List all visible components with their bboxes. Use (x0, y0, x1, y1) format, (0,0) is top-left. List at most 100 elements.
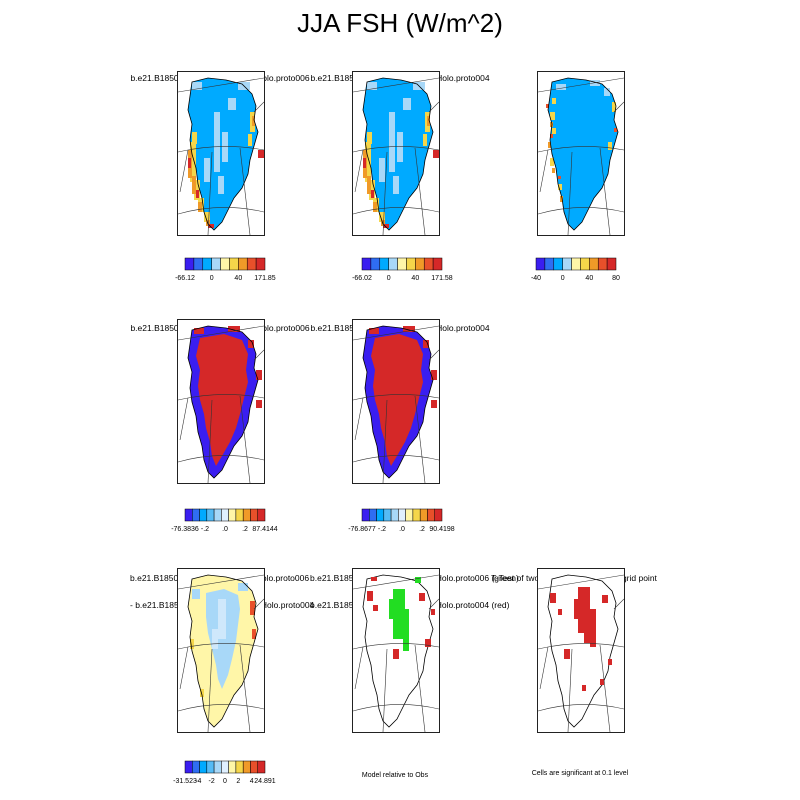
legend-swatch (379, 257, 389, 271)
legend-swatch (419, 508, 428, 522)
map-p4 (177, 319, 265, 484)
legend-p5: -76.8677 -.2 .0 .2 90.4198 (348, 508, 455, 533)
legend-tick-label: -76.8677 (348, 526, 376, 533)
legend-tick-label: 40 (585, 275, 593, 282)
legend-tick-label: 90.4198 (429, 526, 454, 533)
legend-swatch (228, 508, 237, 522)
legend-tick-label: .2 (419, 526, 425, 533)
legend-tick-label: 171.58 (431, 275, 453, 282)
legend-swatch (397, 257, 407, 271)
legend-swatch (213, 508, 222, 522)
note-model-relative: Model relative to Obs (361, 772, 429, 779)
legend-tick-label: -76.3836 (171, 526, 199, 533)
legend-swatch (193, 257, 204, 271)
legend-swatch (427, 508, 435, 522)
legend-swatch (221, 760, 229, 774)
legend-swatch (202, 257, 212, 271)
legend-swatch (192, 760, 200, 774)
legend-tick-label: 2 (236, 778, 240, 785)
legend-swatch (238, 257, 248, 271)
map-p1 (177, 71, 265, 236)
legend-swatch (242, 760, 251, 774)
legend-p2: -66.02 0 40 171.58 (352, 257, 453, 282)
legend-swatch (257, 760, 266, 774)
legend-tick-label: -31.523 (173, 778, 197, 785)
legend-tick-label: -2 (209, 778, 215, 785)
legend-p3: -40 0 40 80 (531, 257, 620, 282)
legend-swatch (415, 257, 425, 271)
legend-swatch (369, 508, 377, 522)
legend-swatch (434, 508, 443, 522)
legend-tick-label: -.2 (201, 526, 209, 533)
legend-tick-label: .0 (222, 526, 228, 533)
legend-tick-label: 0 (561, 275, 565, 282)
legend-swatch (228, 760, 237, 774)
legend-swatch (597, 257, 608, 271)
legend-tick-label: 171.85 (254, 275, 276, 282)
legend-swatch (405, 508, 414, 522)
legend-swatch (388, 257, 398, 271)
legend-tick-label: 4 (250, 778, 254, 785)
legend-swatch (221, 508, 229, 522)
legend-tick-label: 87.4144 (252, 526, 277, 533)
map-p5 (352, 319, 440, 484)
legend-swatch (589, 257, 599, 271)
legend-p4: -76.3836 -.2 .0 .2 87.4144 (171, 508, 278, 533)
legend-swatch (242, 508, 251, 522)
legend-swatch (199, 508, 208, 522)
legend-swatch (235, 508, 244, 522)
legend-swatch (235, 760, 244, 774)
legend-swatch (406, 257, 416, 271)
legend-swatch (199, 760, 208, 774)
legend-swatch (361, 257, 372, 271)
legend-swatch (390, 508, 399, 522)
map-p9 (537, 568, 625, 733)
legend-tick-label: 0 (223, 778, 227, 785)
legend-swatch (383, 508, 392, 522)
legend-tick-label: 24.891 (254, 778, 276, 785)
legend-tick-label: .2 (242, 526, 248, 533)
legend-swatch (571, 257, 581, 271)
legend-swatch (220, 257, 230, 271)
legend-swatch (184, 508, 193, 522)
legend-tick-label: -66.12 (175, 275, 195, 282)
legend-tick-label: 0 (387, 275, 391, 282)
legend-swatch (376, 508, 385, 522)
legend-swatch (250, 760, 258, 774)
legend-swatch (535, 257, 546, 271)
legend-swatch (370, 257, 381, 271)
legend-swatch (255, 257, 266, 271)
note-significance: Cells are significant at 0.1 level (531, 770, 629, 777)
legend-swatch (206, 760, 215, 774)
legend-swatch (206, 508, 215, 522)
legend-tick-label: 80 (612, 275, 620, 282)
map-p3 (537, 71, 625, 236)
legend-tick-label: -4 (195, 778, 201, 785)
legend-swatch (250, 508, 258, 522)
legend-swatch (544, 257, 555, 271)
legend-swatch (412, 508, 421, 522)
legend-tick-label: 40 (411, 275, 419, 282)
legend-swatch (432, 257, 443, 271)
figure-title: JJA FSH (W/m^2) (297, 8, 503, 38)
legend-swatch (423, 257, 434, 271)
legend-tick-label: 40 (234, 275, 242, 282)
legend-tick-label: -66.02 (352, 275, 372, 282)
legend-swatch (184, 257, 195, 271)
legend-swatch (184, 760, 193, 774)
legend-swatch (562, 257, 572, 271)
legend-tick-label: .0 (399, 526, 405, 533)
legend-tick-label: 0 (210, 275, 214, 282)
legend-tick-label: -.2 (378, 526, 386, 533)
legend-swatch (192, 508, 200, 522)
legend-swatch (361, 508, 370, 522)
legend-swatch (246, 257, 257, 271)
map-p2 (352, 71, 440, 236)
legend-swatch (211, 257, 221, 271)
map-p7 (177, 568, 265, 733)
legend-swatch (580, 257, 590, 271)
legend-p1: -66.12 0 40 171.85 (175, 257, 276, 282)
legend-swatch (213, 760, 222, 774)
legend-swatch (398, 508, 406, 522)
legend-swatch (229, 257, 239, 271)
